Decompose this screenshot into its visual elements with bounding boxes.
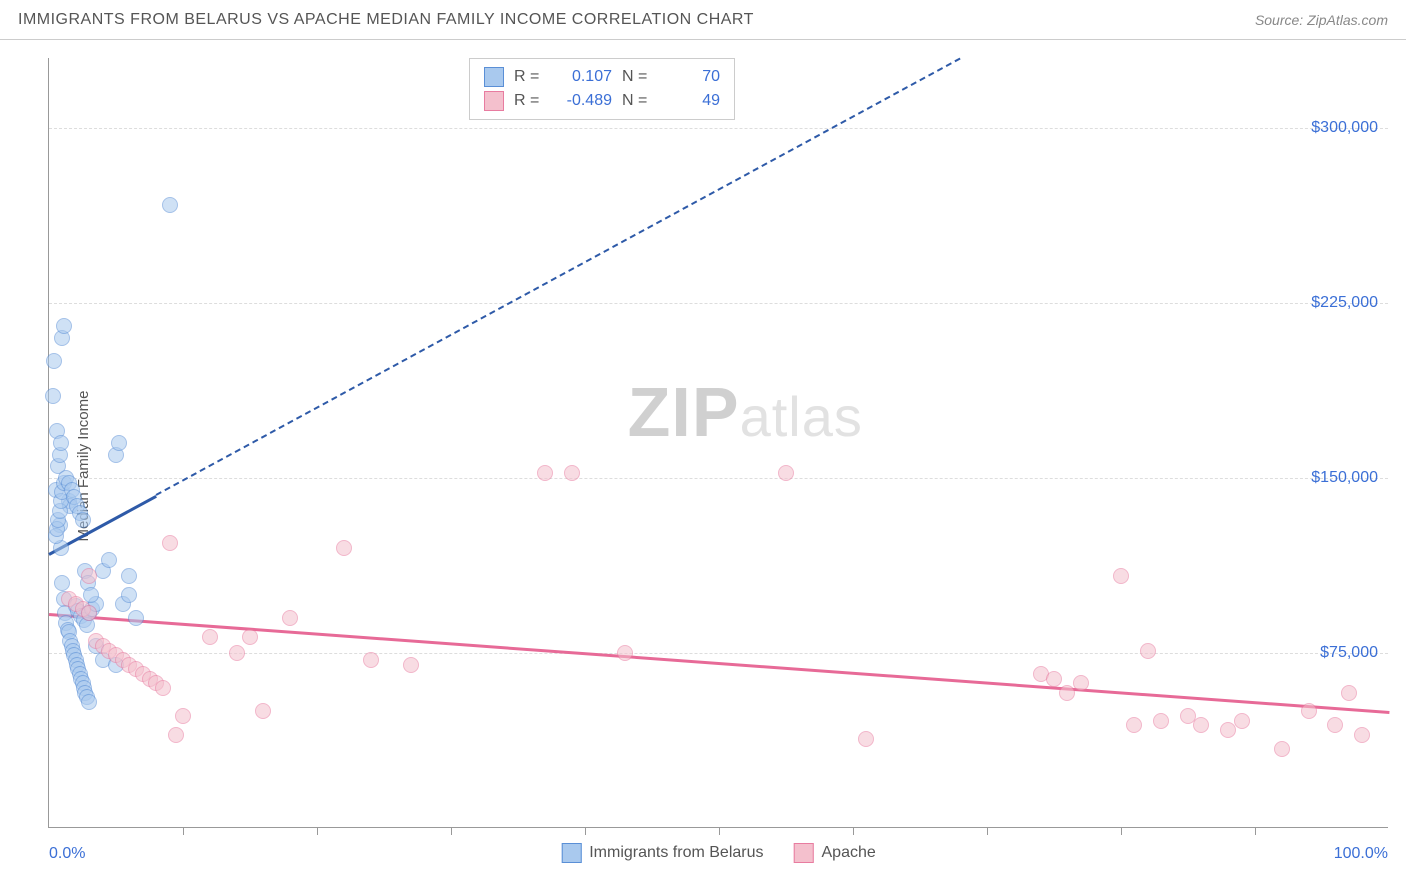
data-point [1234,713,1250,729]
source-label: Source: ZipAtlas.com [1255,12,1388,28]
data-point [242,629,258,645]
swatch-series1-b [561,843,581,863]
data-point [1354,727,1370,743]
scatter-plot: ZIPatlas R = 0.107 N = 70 R = -0.489 N =… [48,58,1388,828]
data-point [162,197,178,213]
gridline [49,653,1388,654]
data-point [1274,741,1290,757]
r-value-1: 0.107 [552,65,612,89]
x-tick [987,827,988,835]
gridline [49,303,1388,304]
data-point [202,629,218,645]
data-point [1073,675,1089,691]
legend-item-series2: Apache [794,843,876,863]
data-point [75,512,91,528]
chart-title: IMMIGRANTS FROM BELARUS VS APACHE MEDIAN… [18,11,754,29]
chart-area: Median Family Income ZIPatlas R = 0.107 … [0,40,1406,892]
data-point [81,605,97,621]
n-value-1: 70 [660,65,720,89]
data-point [336,540,352,556]
data-point [1193,717,1209,733]
legend-item-series1: Immigrants from Belarus [561,843,763,863]
chart-header: IMMIGRANTS FROM BELARUS VS APACHE MEDIAN… [0,0,1406,40]
swatch-series2 [484,91,504,111]
r-label-2: R = [514,89,542,113]
data-point [53,435,69,451]
data-point [45,388,61,404]
data-point [111,435,127,451]
watermark: ZIPatlas [628,372,863,452]
data-point [1341,685,1357,701]
x-tick [1121,827,1122,835]
data-point [1046,671,1062,687]
data-point [121,587,137,603]
data-point [537,465,553,481]
data-point [1140,643,1156,659]
data-point [1327,717,1343,733]
data-point [175,708,191,724]
x-tick [585,827,586,835]
x-tick [1255,827,1256,835]
data-point [162,535,178,551]
data-point [255,703,271,719]
data-point [617,645,633,661]
data-point [229,645,245,661]
series-legend: Immigrants from Belarus Apache [561,843,876,863]
legend-label-series1: Immigrants from Belarus [589,844,763,862]
legend-label-series2: Apache [822,844,876,862]
x-tick [719,827,720,835]
r-label-1: R = [514,65,542,89]
data-point [1153,713,1169,729]
data-point [168,727,184,743]
y-tick-label: $75,000 [1320,644,1378,662]
gridline [49,478,1388,479]
data-point [564,465,580,481]
data-point [778,465,794,481]
data-point [46,353,62,369]
x-tick [317,827,318,835]
gridline [49,128,1388,129]
y-tick-label: $300,000 [1311,119,1378,137]
data-point [363,652,379,668]
data-point [403,657,419,673]
swatch-series1 [484,67,504,87]
correlation-legend: R = 0.107 N = 70 R = -0.489 N = 49 [469,58,735,120]
data-point [1301,703,1317,719]
x-tick [183,827,184,835]
data-point [81,568,97,584]
swatch-series2-b [794,843,814,863]
watermark-zip: ZIP [628,372,740,452]
legend-row-series2: R = -0.489 N = 49 [484,89,720,113]
data-point [282,610,298,626]
watermark-atlas: atlas [740,384,863,449]
x-tick [451,827,452,835]
data-point [858,731,874,747]
x-tick-max: 100.0% [1334,845,1388,863]
y-tick-label: $225,000 [1311,294,1378,312]
data-point [1126,717,1142,733]
n-value-2: 49 [660,89,720,113]
data-point [121,568,137,584]
x-tick [853,827,854,835]
n-label-1: N = [622,65,650,89]
data-point [101,552,117,568]
data-point [54,575,70,591]
legend-row-series1: R = 0.107 N = 70 [484,65,720,89]
x-tick-min: 0.0% [49,845,85,863]
data-point [1113,568,1129,584]
data-point [128,610,144,626]
trend-line [156,58,961,496]
data-point [56,318,72,334]
r-value-2: -0.489 [552,89,612,113]
data-point [81,694,97,710]
n-label-2: N = [622,89,650,113]
y-tick-label: $150,000 [1311,469,1378,487]
data-point [155,680,171,696]
